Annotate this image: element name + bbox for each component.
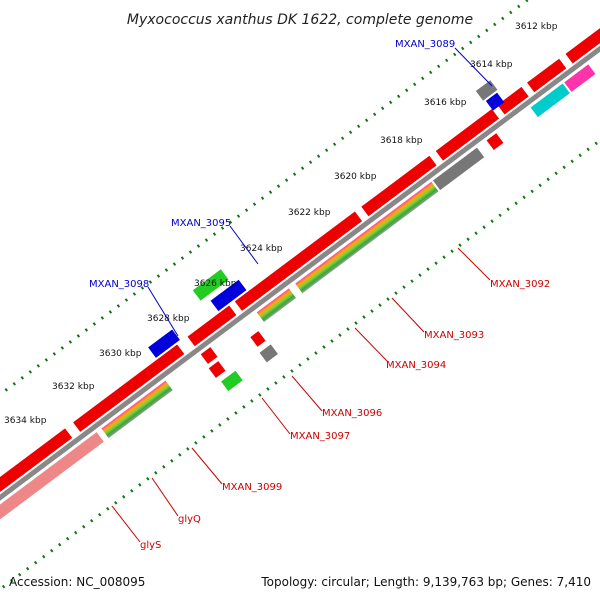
leader-line — [147, 286, 179, 337]
inner-tick-line — [0, 64, 600, 600]
gene-labels: MXAN_3089 MXAN_3095 MXAN_3098 MXAN_3092 … — [89, 39, 550, 551]
cds-feature[interactable] — [234, 211, 363, 311]
tick-label: 3634 kbp — [4, 416, 47, 426]
cds-feature[interactable] — [497, 86, 529, 115]
tick-labels: 3612 kbp 3614 kbp 3616 kbp 3618 kbp 3620… — [4, 22, 558, 426]
tick-label: 3630 kbp — [99, 349, 142, 359]
gene-label-mxan3093[interactable]: MXAN_3093 — [424, 330, 484, 341]
tick-label: 3624 kbp — [240, 244, 283, 254]
cds-feature[interactable] — [565, 17, 600, 64]
gene-label-glyq[interactable]: glyQ — [178, 514, 201, 525]
forward-strand — [0, 17, 600, 495]
mxan3089-feature[interactable] — [475, 80, 498, 101]
leader-line — [454, 47, 493, 87]
tick-label: 3620 kbp — [334, 172, 377, 182]
gene-label-mxan3089[interactable]: MXAN_3089 — [395, 39, 455, 50]
map-title: Myxococcus xanthus DK 1622, complete gen… — [127, 12, 473, 28]
tick-label: 3618 kbp — [380, 136, 423, 146]
leader-line — [391, 297, 425, 333]
cds-feature[interactable] — [200, 347, 218, 364]
offset-genes — [148, 80, 505, 392]
gene-label-glys[interactable]: glyS — [140, 540, 161, 551]
gene-label-mxan3098[interactable]: MXAN_3098 — [89, 279, 149, 290]
leader-line — [191, 447, 223, 485]
cds-feature[interactable] — [486, 133, 504, 151]
mxan3089b-feature[interactable] — [485, 92, 505, 111]
mxan3095b-feature[interactable] — [210, 279, 247, 312]
tick-label: 3626 kbp — [194, 279, 237, 289]
cds-feature[interactable] — [527, 58, 567, 93]
gene-label-mxan3094[interactable]: MXAN_3094 — [386, 360, 446, 371]
cds-feature[interactable] — [361, 155, 437, 217]
cds-feature[interactable] — [0, 428, 73, 495]
mxan3096b-feature[interactable] — [259, 344, 278, 363]
glys-feature[interactable] — [0, 432, 104, 526]
leader-line — [457, 247, 491, 281]
leader-line — [229, 225, 259, 265]
mxan3093-feature[interactable] — [295, 181, 439, 294]
leader-line — [151, 477, 179, 517]
leader-line — [111, 505, 141, 543]
cds-feature[interactable] — [73, 344, 185, 432]
mxan3097b-feature[interactable] — [221, 370, 243, 392]
mxan3097-feature[interactable] — [208, 361, 226, 378]
gene-label-mxan3095[interactable]: MXAN_3095 — [171, 218, 231, 229]
tick-label: 3616 kbp — [424, 98, 467, 108]
genome-backbone — [0, 5, 600, 561]
mxan3092-feature[interactable] — [432, 147, 485, 191]
mxan3096-feature[interactable] — [250, 331, 266, 347]
gene-label-mxan3097[interactable]: MXAN_3097 — [290, 431, 350, 442]
reverse-strand — [0, 64, 596, 526]
label-leaders — [111, 47, 493, 543]
genome-summary-text: Topology: circular; Length: 9,139,763 bp… — [260, 575, 591, 589]
accession-text: Accession: NC_008095 — [9, 575, 145, 589]
cds-feature[interactable] — [435, 109, 500, 161]
outer-tick-line — [0, 0, 600, 494]
tick-label: 3622 kbp — [288, 208, 331, 218]
gene-label-mxan3096[interactable]: MXAN_3096 — [322, 408, 382, 419]
leader-line — [354, 327, 389, 363]
leader-line — [291, 375, 323, 412]
glyq-feature[interactable] — [101, 380, 173, 439]
gene-label-mxan3092[interactable]: MXAN_3092 — [490, 279, 550, 290]
cyan-feature[interactable] — [530, 83, 570, 118]
tick-label: 3632 kbp — [52, 382, 95, 392]
mxan3095-feature[interactable] — [192, 269, 229, 301]
gene-label-mxan3099[interactable]: MXAN_3099 — [222, 482, 282, 493]
tick-label: 3614 kbp — [470, 60, 513, 70]
mxan3098-feature[interactable] — [148, 329, 180, 358]
pink-feature[interactable] — [564, 64, 596, 92]
mxan3094-feature[interactable] — [256, 288, 297, 322]
cds-feature[interactable] — [187, 305, 237, 347]
tick-label: 3612 kbp — [515, 22, 558, 32]
tick-label: 3628 kbp — [147, 314, 190, 324]
leader-line — [261, 397, 291, 435]
